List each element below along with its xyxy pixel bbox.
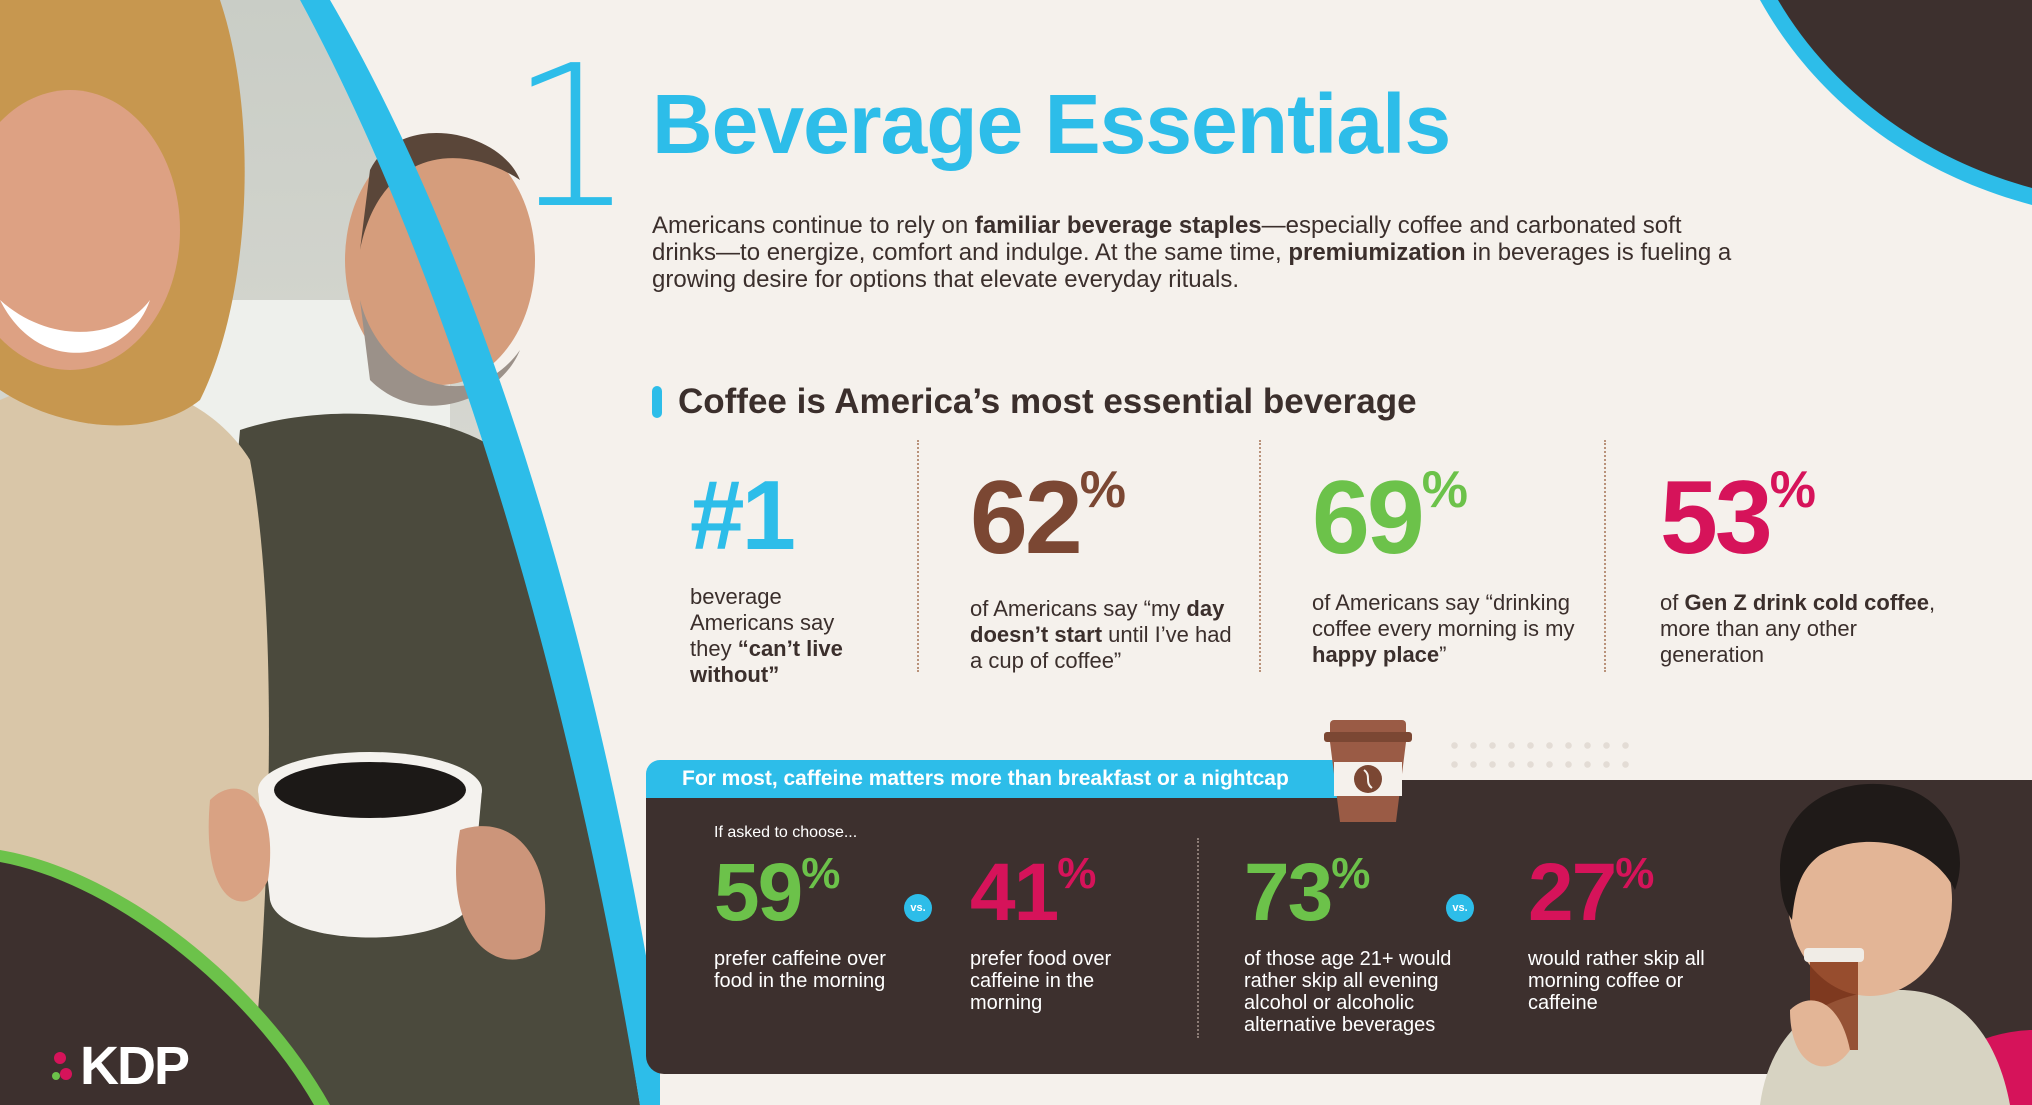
- stat-number: #1: [690, 460, 796, 570]
- stat-desc: of Gen Z drink cold coffee, more than an…: [1660, 590, 1936, 667]
- vs-badge: vs.: [1446, 894, 1474, 922]
- panel-stat-4: 27% would rather skip all morning coffee…: [1528, 847, 1708, 1015]
- stat-1: #1 beverage Americans say they “can’t li…: [690, 466, 870, 688]
- iced-coffee-photo: [1760, 783, 2032, 1105]
- panel-stat-desc: prefer caffeine over food in the morning: [714, 948, 886, 992]
- vs-badge: vs.: [904, 894, 932, 922]
- panel-divider: [1197, 838, 1199, 1038]
- panel-stat-number: 59%: [714, 847, 841, 938]
- stat-desc: beverage Americans say they “can’t live …: [690, 584, 843, 687]
- stat-4: 53% of Gen Z drink cold coffee, more tha…: [1660, 460, 1960, 668]
- panel-stat-desc: of those age 21+ would rather skip all e…: [1244, 948, 1452, 1036]
- subhead-accent-bar: [652, 386, 662, 418]
- stat-divider: [1259, 440, 1261, 672]
- panel-prompt: If asked to choose...: [714, 824, 858, 841]
- stat-divider: [917, 440, 919, 672]
- coffee-cup-icon: [1324, 720, 1412, 822]
- panel-stat-number: 41%: [970, 847, 1097, 938]
- panel-stat-3: 73% of those age 21+ would rather skip a…: [1244, 847, 1474, 1037]
- stat-number: 62%: [970, 460, 1126, 576]
- stat-number: 69%: [1312, 460, 1468, 576]
- stat-2: 62% of Americans say “my day doesn’t sta…: [970, 460, 1240, 674]
- panel-stat-number: 27%: [1528, 847, 1655, 938]
- logo-mark-icon: [52, 1046, 74, 1086]
- stat-desc: of Americans say “drinking coffee every …: [1312, 590, 1575, 667]
- panel-tab-heading: For most, caffeine matters more than bre…: [646, 760, 1346, 798]
- panel-stat-2: 41% prefer food over caffeine in the mor…: [970, 847, 1170, 1015]
- section-subhead: Coffee is America’s most essential bever…: [652, 382, 1417, 422]
- page-title: Beverage Essentials: [652, 77, 1451, 171]
- panel-stat-number: 73%: [1244, 847, 1371, 938]
- section-number: 1: [510, 24, 635, 252]
- stat-divider: [1604, 440, 1606, 672]
- intro-paragraph: Americans continue to rely on familiar b…: [652, 212, 1732, 293]
- panel-stat-desc: would rather skip all morning coffee or …: [1528, 948, 1705, 1014]
- kdp-logo: KDP: [52, 1035, 190, 1097]
- stat-number: 53%: [1660, 460, 1816, 576]
- logo-text: KDP: [80, 1036, 190, 1096]
- hero-photo: [0, 0, 660, 1105]
- panel-stat-desc: prefer food over caffeine in the morning: [970, 948, 1112, 1014]
- corner-swoosh: [1760, 0, 2032, 205]
- panel-stat-1: 59% prefer caffeine over food in the mor…: [714, 847, 924, 993]
- stat-desc: of Americans say “my day doesn’t start u…: [970, 596, 1232, 673]
- stat-3: 69% of Americans say “drinking coffee ev…: [1312, 460, 1602, 668]
- decorative-dots: [1445, 736, 1635, 780]
